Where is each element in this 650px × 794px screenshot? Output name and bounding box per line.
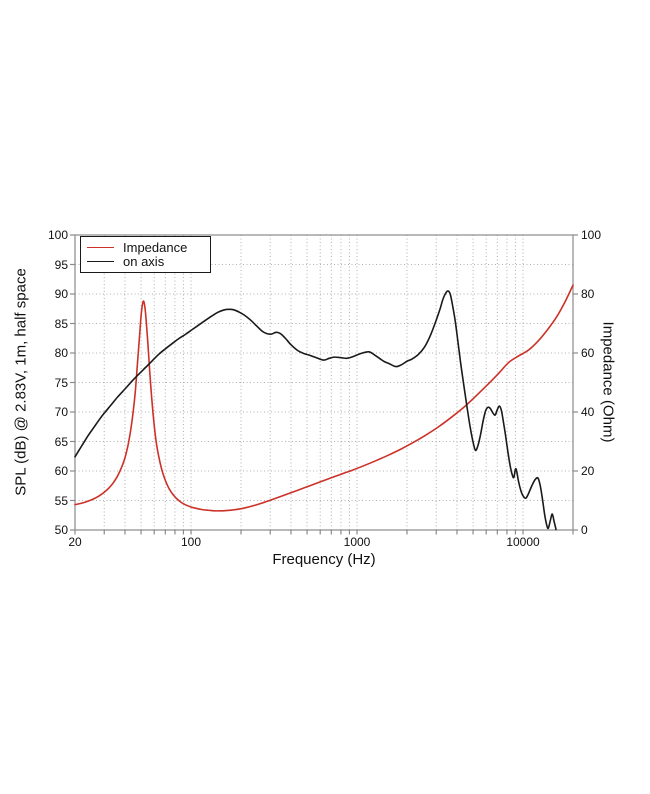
spl-axis-tick-label: 60 bbox=[54, 464, 68, 478]
impedance-curve bbox=[74, 284, 574, 512]
spl-axis-title: SPL (dB) @ 2.83V, 1m, half space bbox=[12, 268, 30, 496]
legend-label-on-axis: on axis bbox=[123, 253, 165, 269]
on-axis-line-swatch bbox=[87, 260, 114, 262]
spl-axis-tick-label: 65 bbox=[54, 434, 68, 449]
frequency-axis-title: Frequency (Hz) bbox=[272, 551, 376, 568]
on-axis-spl-curve bbox=[74, 290, 557, 531]
spl-axis-tick-label: 80 bbox=[54, 346, 68, 360]
legend-item-on-axis: on axis bbox=[87, 254, 204, 268]
spl-axis-tick-label: 55 bbox=[54, 493, 68, 508]
impedance-axis-tick-label: 60 bbox=[581, 346, 595, 360]
impedance-axis-title: Impedance (Ohm) bbox=[599, 321, 617, 443]
impedance-axis-tick-label: 80 bbox=[581, 287, 595, 301]
x-axis-tick-label: 100 bbox=[181, 535, 202, 549]
x-axis-tick-label: 1000 bbox=[343, 535, 371, 549]
legend-label-impedance: Impedance bbox=[123, 239, 188, 255]
spl-axis-tick-label: 50 bbox=[54, 523, 68, 537]
impedance-axis-tick-label: 100 bbox=[581, 228, 602, 242]
spl-axis-tick-label: 90 bbox=[54, 287, 68, 301]
spl-axis-tick-label: 100 bbox=[47, 228, 68, 242]
spl-axis-tick-label: 85 bbox=[54, 316, 68, 331]
spl-axis-tick-label: 75 bbox=[54, 375, 68, 390]
x-axis-tick-label: 10000 bbox=[506, 535, 540, 549]
legend-item-impedance: Impedance bbox=[87, 240, 204, 254]
legend: Impedance on axis bbox=[80, 236, 211, 273]
x-axis-tick-label: 20 bbox=[68, 535, 82, 549]
spl-axis-tick-label: 95 bbox=[54, 257, 68, 272]
impedance-axis-tick-label: 0 bbox=[581, 523, 588, 537]
spl-axis-tick-label: 70 bbox=[54, 405, 68, 419]
impedance-axis-tick-label: 20 bbox=[581, 464, 595, 478]
impedance-line-swatch bbox=[87, 246, 114, 248]
impedance-axis-tick-label: 40 bbox=[581, 405, 595, 419]
